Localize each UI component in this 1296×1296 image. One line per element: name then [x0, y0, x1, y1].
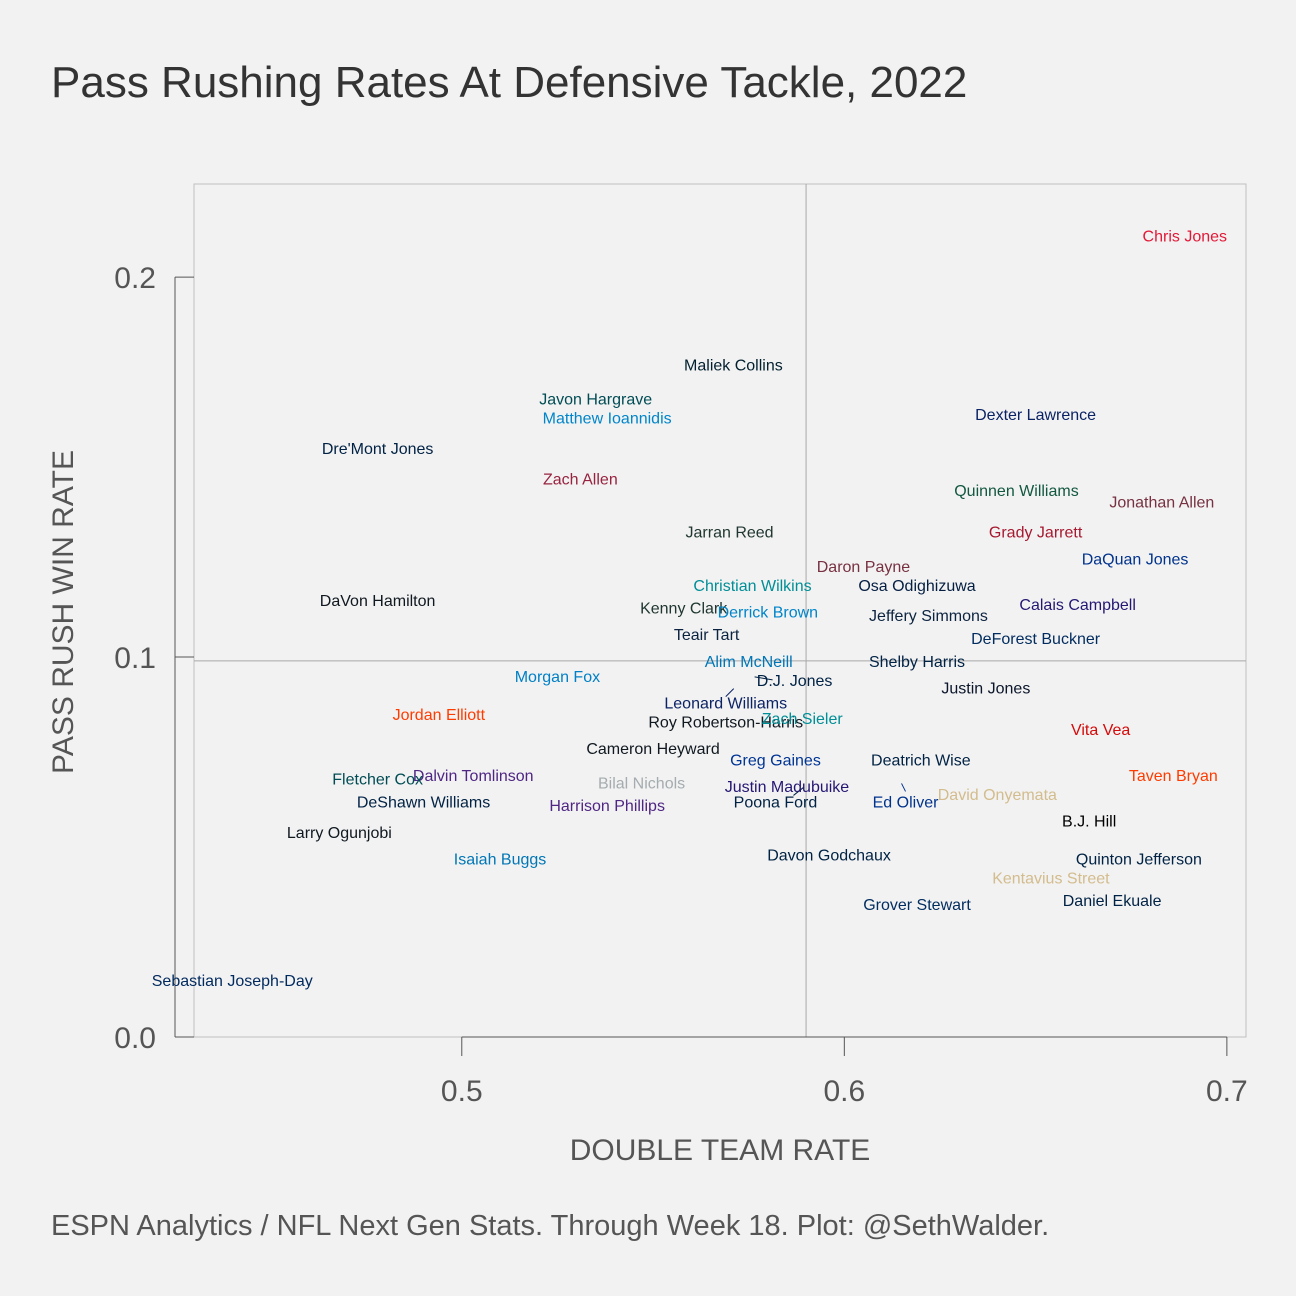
point-label: Daron Payne — [817, 559, 910, 576]
point-label: Ed Oliver — [873, 794, 939, 811]
point-label: Dexter Lawrence — [975, 407, 1096, 424]
point-label: Jordan Elliott — [393, 707, 486, 724]
point-label: Grover Stewart — [863, 897, 971, 914]
point-label: DeForest Buckner — [971, 631, 1101, 648]
point-label: Dalvin Tomlinson — [413, 768, 534, 785]
point-label: DaVon Hamilton — [320, 593, 436, 610]
point-label: DeShawn Williams — [357, 794, 490, 811]
point-label: Vita Vea — [1071, 722, 1130, 739]
leader-line — [901, 783, 906, 792]
point-label: Grady Jarrett — [989, 525, 1083, 542]
point-label: Matthew Ioannidis — [543, 411, 672, 428]
x-tick-label: 0.7 — [1206, 1075, 1248, 1108]
point-label: Dre'Mont Jones — [322, 441, 434, 458]
x-axis-title: DOUBLE TEAM RATE — [570, 1134, 871, 1167]
point-label: Justin Madubuike — [725, 779, 850, 796]
point-label: Isaiah Buggs — [454, 851, 547, 868]
point-label: Deatrich Wise — [871, 753, 971, 770]
point-label: Poona Ford — [734, 794, 818, 811]
point-label: Davon Godchaux — [767, 848, 891, 865]
point-label: Fletcher Cox — [332, 772, 423, 789]
point-label: Quinnen Williams — [954, 483, 1078, 500]
y-tick-label: 0.0 — [114, 1022, 156, 1055]
leader-line — [725, 688, 735, 697]
point-label: Taven Bryan — [1129, 768, 1218, 785]
point-label: Osa Odighizuwa — [858, 578, 975, 595]
point-label: Justin Jones — [941, 680, 1030, 697]
x-ticks: 0.5 0.6 0.7 — [441, 1037, 1248, 1108]
point-label: Kenny Clark — [640, 601, 728, 618]
point-label: Jonathan Allen — [1109, 494, 1214, 511]
point-label: D.J. Jones — [757, 673, 833, 690]
caption: ESPN Analytics / NFL Next Gen Stats. Thr… — [51, 1210, 1050, 1242]
point-label: Sebastian Joseph-Day — [152, 973, 313, 990]
x-tick-label: 0.6 — [823, 1075, 865, 1108]
point-label: Jeffery Simmons — [869, 608, 988, 625]
point-label: DaQuan Jones — [1082, 551, 1189, 568]
point-label: Chris Jones — [1143, 228, 1227, 245]
page-title: Pass Rushing Rates At Defensive Tackle, … — [51, 58, 968, 107]
point-label: Leonard Williams — [664, 696, 787, 713]
point-label: Derrick Brown — [718, 604, 818, 621]
point-label: Morgan Fox — [515, 669, 600, 686]
point-label: Teair Tart — [674, 627, 740, 644]
point-label: Roy Robertson-Harris — [648, 715, 803, 732]
point-label: Larry Ogunjobi — [287, 825, 392, 842]
y-axis-title: PASS RUSH WIN RATE — [47, 450, 80, 774]
point-label: Jarran Reed — [686, 525, 774, 542]
point-label: Daniel Ekuale — [1063, 893, 1162, 910]
point-label: Zach Allen — [543, 471, 618, 488]
x-tick-label: 0.5 — [441, 1075, 483, 1108]
point-label: Greg Gaines — [730, 753, 821, 770]
point-label: Cameron Heyward — [586, 741, 719, 758]
point-label: Zach Sieler — [762, 711, 844, 728]
point-label: Quinton Jefferson — [1076, 851, 1202, 868]
point-label: B.J. Hill — [1062, 813, 1116, 830]
point-label: Calais Campbell — [1019, 597, 1136, 614]
leader-line — [793, 787, 804, 796]
point-label: Javon Hargrave — [539, 392, 652, 409]
point-label: Shelby Harris — [869, 654, 965, 671]
point-label: Christian Wilkins — [693, 578, 811, 595]
point-labels: Chris Jones Maliek Collins Javon Hargrave M… — [152, 228, 1227, 990]
leader-lines — [725, 676, 906, 796]
point-label: David Onyemata — [938, 787, 1057, 804]
point-label: Bilal Nichols — [598, 775, 685, 792]
y-tick-label: 0.2 — [114, 262, 156, 295]
point-label: Harrison Phillips — [549, 798, 665, 815]
leader-line — [754, 676, 773, 681]
point-label: Kentavius Street — [992, 870, 1110, 887]
y-tick-label: 0.1 — [114, 642, 156, 675]
point-label: Alim McNeill — [705, 654, 793, 671]
point-label: Maliek Collins — [684, 357, 783, 374]
y-ticks: 0.0 0.1 0.2 — [114, 262, 194, 1055]
